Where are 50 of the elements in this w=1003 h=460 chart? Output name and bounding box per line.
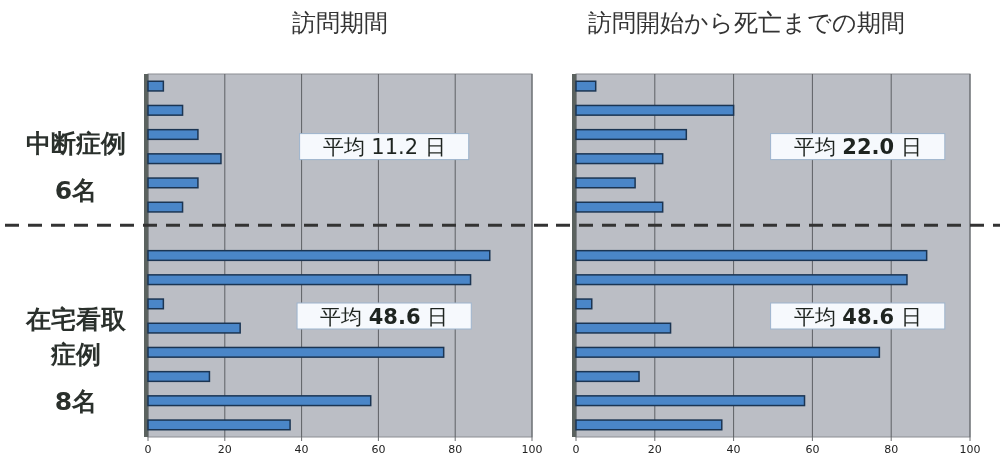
bar bbox=[575, 346, 881, 358]
x-tick-label: 20 bbox=[217, 443, 232, 456]
bar bbox=[147, 80, 165, 92]
bar bbox=[147, 249, 491, 262]
x-tick-label: 100 bbox=[521, 443, 543, 456]
bar bbox=[147, 274, 472, 286]
bar bbox=[147, 346, 445, 358]
bar bbox=[147, 419, 291, 431]
bar bbox=[575, 395, 806, 407]
bar bbox=[147, 177, 199, 189]
bar bbox=[575, 128, 688, 141]
bar bbox=[147, 153, 222, 165]
bar bbox=[147, 104, 184, 116]
bar bbox=[147, 395, 372, 407]
annotation: 平均 11.2 日 bbox=[322, 135, 446, 160]
x-tick-label: 0 bbox=[144, 443, 152, 456]
bar bbox=[575, 322, 672, 334]
annotation: 平均 48.6 日 bbox=[320, 304, 449, 329]
bar bbox=[575, 249, 928, 262]
x-tick-label: 60 bbox=[371, 443, 386, 456]
x-tick-label: 0 bbox=[572, 443, 580, 456]
x-tick-label: 100 bbox=[959, 443, 981, 456]
text: 6名 bbox=[54, 176, 98, 206]
annotation: 平均 22.0 日 bbox=[793, 135, 922, 160]
x-tick-label: 40 bbox=[294, 443, 309, 456]
bar bbox=[147, 322, 241, 334]
bar bbox=[575, 153, 664, 165]
bar bbox=[575, 104, 735, 116]
bar bbox=[147, 298, 165, 310]
chart-title: 訪問開始から死亡までの期間 bbox=[587, 9, 905, 37]
bar bbox=[575, 80, 597, 92]
bar bbox=[147, 201, 184, 213]
bar bbox=[147, 128, 199, 141]
text: 8名 bbox=[54, 387, 98, 417]
bar bbox=[575, 274, 908, 286]
bar bbox=[575, 201, 664, 213]
x-tick-label: 60 bbox=[805, 443, 820, 456]
chart-title: 訪問期間 bbox=[292, 9, 388, 37]
text: 中断症例 bbox=[26, 129, 126, 159]
bar bbox=[575, 298, 593, 310]
bar bbox=[147, 370, 211, 383]
bar bbox=[575, 370, 640, 383]
x-tick-label: 80 bbox=[448, 443, 463, 456]
text: 在宅看取症例 bbox=[25, 305, 127, 370]
x-tick-label: 20 bbox=[647, 443, 662, 456]
x-tick-label: 40 bbox=[726, 443, 741, 456]
bar bbox=[575, 177, 636, 189]
annotation: 平均 48.6 日 bbox=[793, 304, 922, 329]
bar bbox=[575, 419, 723, 431]
x-tick-label: 80 bbox=[884, 443, 899, 456]
